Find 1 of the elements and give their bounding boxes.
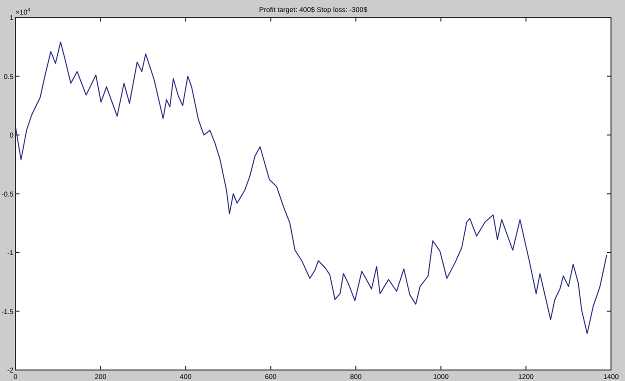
line-series: [15, 42, 608, 334]
